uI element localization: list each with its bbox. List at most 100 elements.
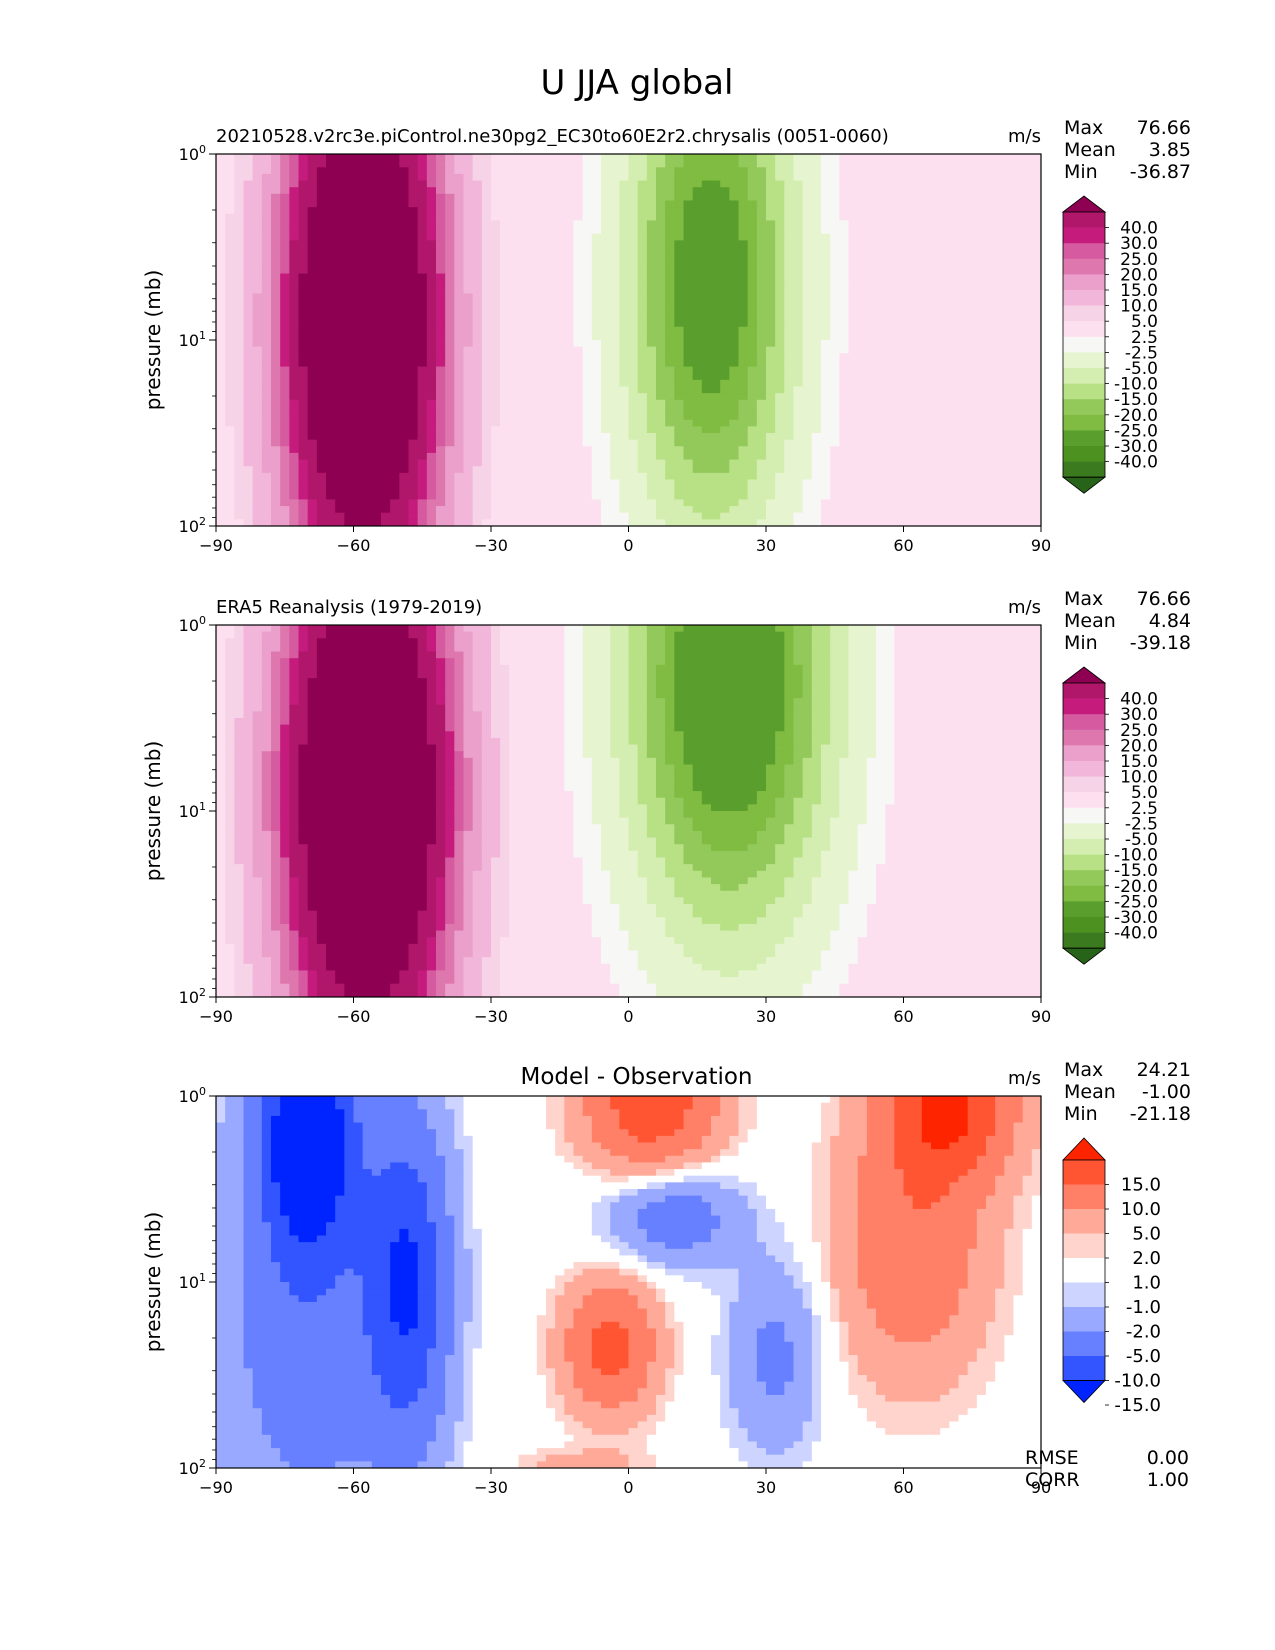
field-cell	[280, 240, 290, 248]
field-cell	[912, 273, 923, 281]
field-cell	[701, 393, 712, 401]
field-cell	[344, 313, 355, 321]
field-cell	[894, 300, 905, 308]
field-cell	[582, 160, 593, 168]
field-cell	[445, 459, 455, 467]
field-cell	[454, 353, 465, 361]
field-cell	[976, 426, 987, 434]
field-cell	[711, 326, 721, 334]
field-cell	[857, 433, 868, 441]
field-cell	[903, 207, 914, 215]
field-cell	[564, 406, 575, 414]
field-cell	[949, 300, 960, 308]
field-cell	[802, 286, 813, 295]
field-cell	[527, 207, 538, 215]
field-cell	[756, 433, 767, 441]
field-cell	[371, 220, 382, 228]
field-cell	[271, 452, 281, 461]
field-cell	[381, 373, 391, 381]
field-cell	[344, 266, 355, 275]
field-cell	[976, 207, 987, 215]
field-cell	[381, 260, 391, 268]
field-cell	[931, 253, 941, 261]
field-cell	[885, 359, 895, 368]
field-cell	[839, 286, 850, 295]
field-cell	[830, 340, 840, 348]
field-cell	[656, 459, 666, 467]
field-cell	[857, 492, 868, 501]
field-cell	[756, 379, 767, 388]
field-cell	[509, 286, 520, 295]
field-cell	[564, 173, 575, 182]
field-cell	[802, 173, 813, 182]
field-cell	[711, 359, 721, 368]
field-cell	[555, 213, 565, 222]
field-cell	[454, 506, 465, 514]
field-cell	[793, 446, 804, 454]
field-cell	[573, 233, 584, 241]
field-cell	[903, 366, 914, 374]
field-cell	[958, 492, 969, 501]
field-cell	[729, 280, 740, 288]
field-cell	[454, 366, 465, 374]
field-cell	[436, 433, 446, 441]
field-cell	[216, 492, 226, 501]
field-cell	[720, 466, 730, 474]
field-cell	[729, 253, 740, 261]
field-cell	[316, 499, 327, 507]
field-cell	[298, 413, 309, 421]
field-cell	[371, 346, 382, 354]
field-cell	[371, 247, 382, 255]
field-cell	[399, 459, 410, 467]
field-cell	[747, 233, 758, 241]
field-cell	[509, 419, 520, 427]
field-cell	[775, 486, 785, 494]
field-cell	[252, 373, 263, 381]
field-cell	[986, 293, 996, 301]
field-cell	[976, 406, 987, 414]
field-cell	[885, 173, 895, 182]
field-cell	[527, 512, 538, 520]
field-cell	[912, 499, 923, 507]
field-cell	[646, 366, 657, 374]
field-cell	[564, 240, 575, 248]
field-cell	[252, 406, 263, 414]
field-cell	[683, 240, 694, 248]
field-cell	[729, 240, 740, 248]
field-cell	[848, 300, 859, 308]
field-cell	[701, 472, 712, 481]
field-cell	[307, 419, 318, 427]
field-cell	[802, 386, 813, 394]
field-cell	[555, 207, 565, 215]
field-cell	[665, 373, 675, 381]
field-cell	[866, 353, 877, 361]
field-cell	[1031, 366, 1041, 374]
field-cell	[353, 459, 364, 467]
field-cell	[848, 286, 859, 295]
field-cell	[656, 193, 666, 202]
field-cell	[362, 439, 373, 447]
field-cell	[610, 459, 620, 467]
field-cell	[527, 200, 538, 208]
field-cell	[261, 439, 272, 447]
field-cell	[335, 240, 345, 248]
field-cell	[271, 340, 281, 348]
field-cell	[527, 326, 538, 334]
field-cell	[619, 426, 630, 434]
field-cell	[830, 247, 840, 255]
field-cell	[775, 260, 785, 268]
field-cell	[995, 353, 1005, 361]
field-cell	[601, 167, 611, 175]
field-cell	[399, 472, 410, 481]
field-cell	[958, 173, 969, 182]
field-cell	[408, 333, 419, 341]
field-cell	[976, 492, 987, 501]
field-cell	[408, 366, 419, 374]
field-cell	[216, 266, 226, 275]
field-cell	[866, 499, 877, 507]
field-cell	[481, 472, 492, 481]
field-cell	[701, 499, 712, 507]
field-cell	[536, 426, 547, 434]
field-cell	[986, 433, 996, 441]
field-cell	[582, 399, 593, 408]
